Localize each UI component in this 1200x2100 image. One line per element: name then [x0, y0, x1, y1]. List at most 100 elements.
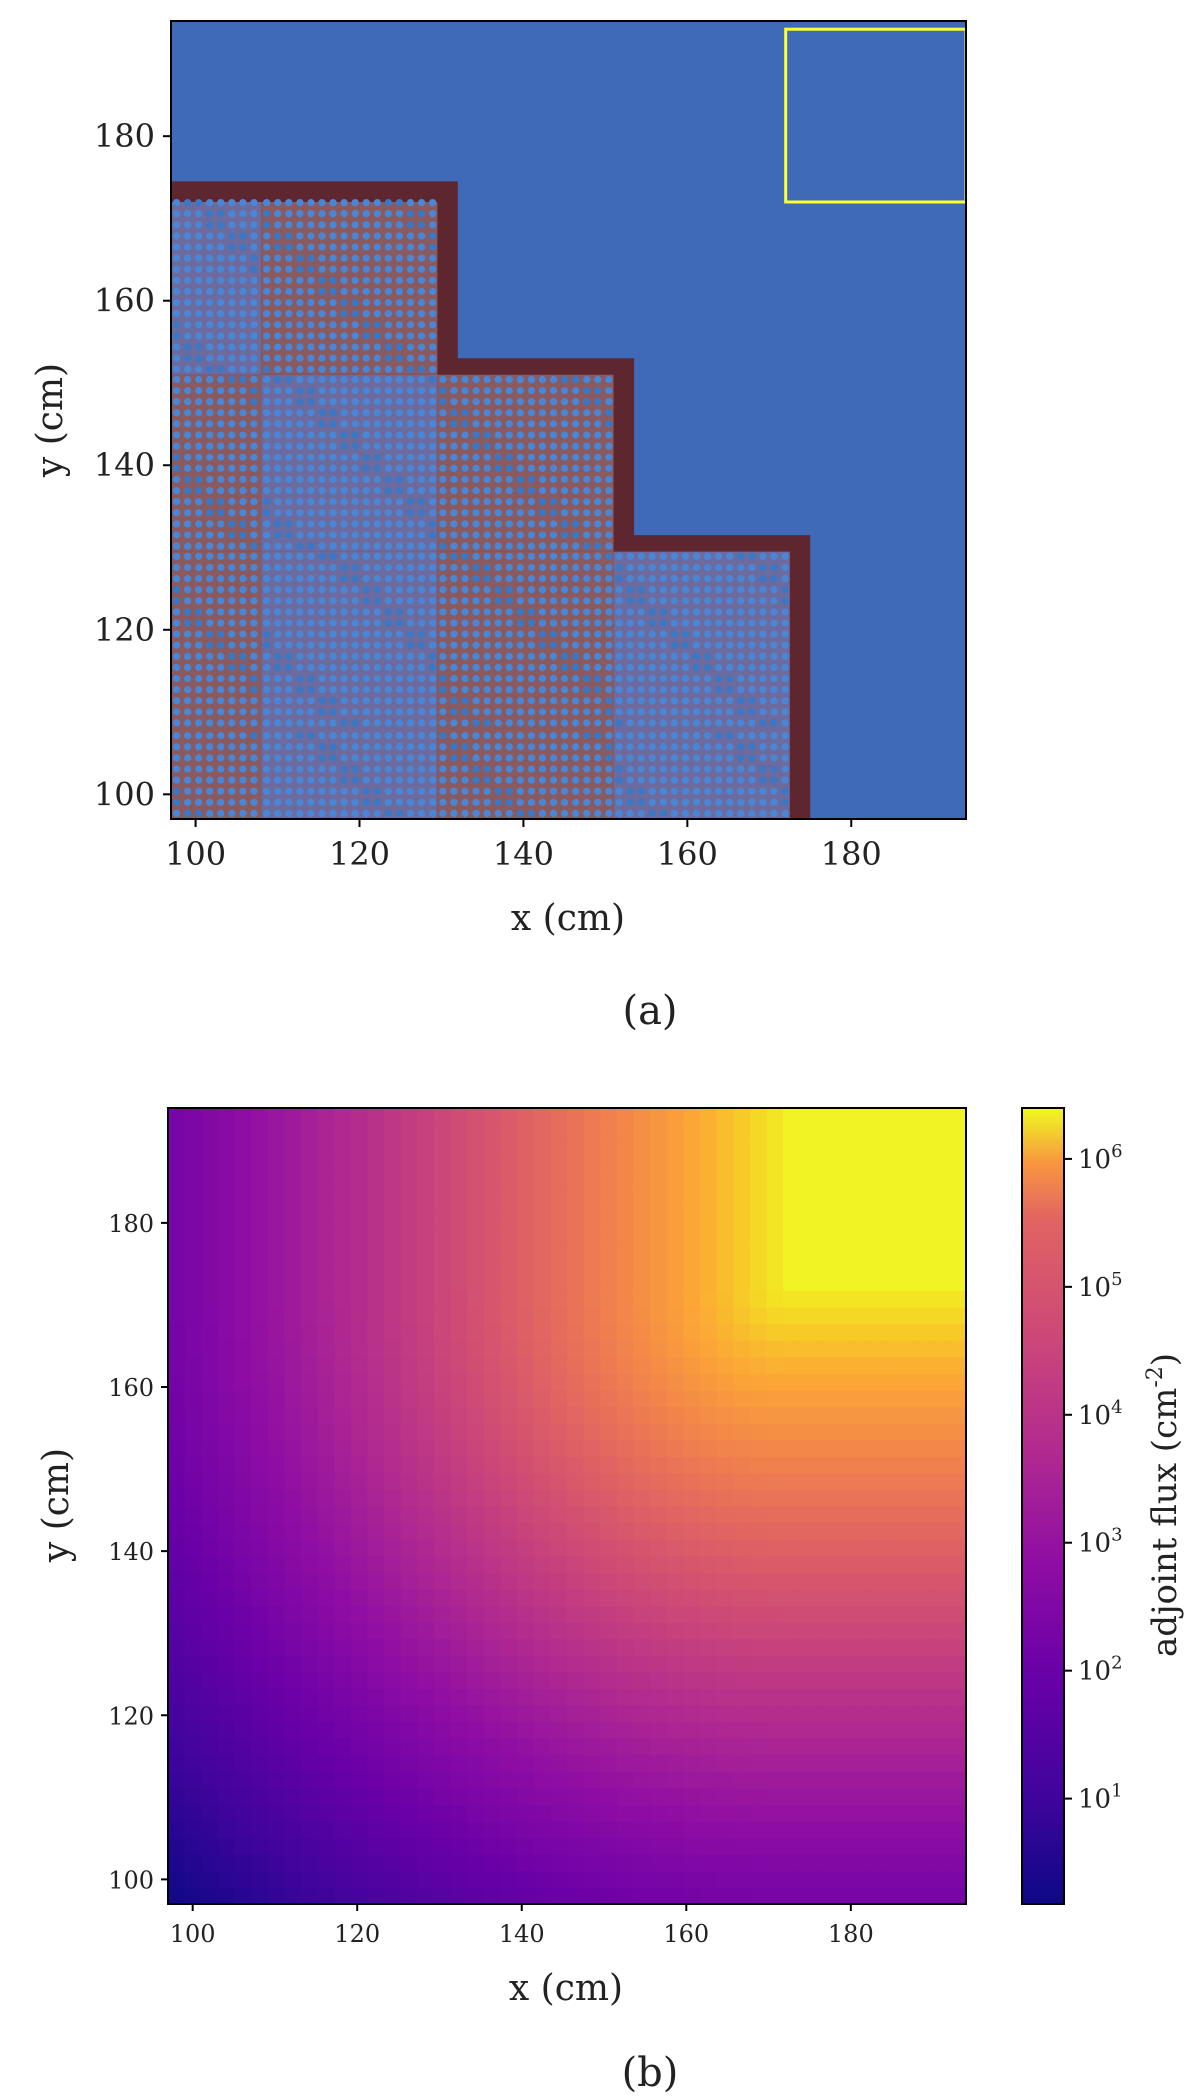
heatmap-cell [284, 1705, 302, 1723]
fuel-pin [406, 210, 415, 218]
heatmap-cell [766, 1307, 784, 1325]
heatmap-cell [616, 1522, 635, 1540]
heatmap-cell [201, 1771, 219, 1789]
fuel-pin [172, 464, 181, 472]
heatmap-cell [234, 1754, 252, 1772]
fuel-pin [406, 409, 415, 417]
fuel-pin [274, 732, 282, 740]
fuel-pin [172, 608, 181, 616]
heatmap-cell [733, 1705, 751, 1723]
heatmap-cell [400, 1721, 418, 1739]
heatmap-cell [500, 1174, 518, 1192]
fuel-pin [560, 708, 569, 716]
fuel-pin [726, 743, 734, 751]
heatmap-cell [284, 1738, 302, 1756]
fuel-pin [549, 375, 558, 384]
heatmap-cell [749, 1307, 768, 1325]
fuel-pin [195, 198, 203, 207]
fuel-pin [362, 586, 370, 594]
heatmap-cell [450, 1754, 468, 1772]
fuel-pin [472, 732, 480, 740]
fuel-pin [516, 743, 525, 751]
heatmap-cell [317, 1887, 335, 1904]
fuel-pin [296, 520, 304, 528]
fuel-pin [626, 563, 634, 572]
fuel-pin [395, 509, 404, 517]
heatmap-cell [467, 1688, 485, 1706]
fuel-pin [307, 232, 315, 240]
fuel-pin [417, 597, 426, 605]
heatmap-cell [716, 1141, 734, 1159]
fuel-pin [505, 608, 513, 616]
heatmap-cell [417, 1124, 435, 1142]
heatmap-cell [267, 1837, 285, 1855]
heatmap-cell [567, 1605, 585, 1623]
fuel-pin [195, 663, 203, 672]
heatmap-cell [550, 1754, 568, 1772]
heatmap-cell [733, 1373, 751, 1391]
fuel-pin [206, 574, 214, 583]
fuel-pin [429, 552, 437, 561]
fuel-pin [340, 509, 348, 517]
heatmap-cell [766, 1190, 784, 1209]
heatmap-cell [783, 1423, 801, 1441]
fuel-pin [461, 754, 469, 762]
heatmap-cell [799, 1257, 817, 1275]
fuel-pin [439, 630, 447, 638]
heatmap-cell [517, 1572, 535, 1590]
fuel-pin [572, 398, 580, 406]
heatmap-cell [184, 1870, 202, 1889]
fuel-pin [263, 531, 271, 539]
fuel-pin [340, 697, 348, 705]
heatmap-cell [500, 1224, 518, 1242]
heatmap-cell [833, 1821, 851, 1839]
heatmap-cell [949, 1671, 966, 1690]
fuel-pin [217, 420, 225, 428]
fuel-pin [351, 563, 359, 572]
fuel-pin [472, 442, 480, 450]
fuel-pin [340, 809, 348, 818]
heatmap-cell [700, 1124, 718, 1142]
fuel-pin [527, 453, 536, 461]
heatmap-cell [400, 1622, 418, 1640]
heatmap-cell [600, 1522, 618, 1540]
heatmap-cell [517, 1588, 535, 1607]
heatmap-cell [567, 1539, 585, 1557]
fuel-pin [417, 243, 426, 251]
fuel-pin [527, 743, 536, 751]
fuel-pin [417, 431, 426, 439]
heatmap-cell [184, 1257, 202, 1275]
fuel-pin [307, 243, 315, 251]
fuel-pin [395, 542, 404, 550]
fuel-pin [483, 597, 491, 605]
fuel-pin [417, 743, 426, 751]
heatmap-cell [932, 1887, 950, 1904]
fuel-pin [285, 287, 293, 296]
heatmap-cell [317, 1804, 335, 1822]
fuel-pin [417, 310, 426, 318]
fuel-pin [605, 630, 613, 638]
fuel-pin [329, 685, 337, 694]
fuel-pin [417, 298, 426, 307]
fuel-pin [395, 520, 404, 528]
heatmap-cell [700, 1854, 718, 1872]
fuel-pin [439, 652, 447, 660]
heatmap-cell [267, 1804, 285, 1822]
heatmap-cell [600, 1356, 618, 1374]
heatmap-cell [267, 1638, 285, 1656]
heatmap-cell [583, 1207, 601, 1225]
heatmap-cell [384, 1439, 402, 1457]
heatmap-cell [350, 1506, 369, 1524]
fuel-pin [681, 663, 690, 672]
fuel-pin [439, 798, 447, 806]
heatmap-cell [384, 1638, 402, 1656]
fuel-pin [250, 232, 258, 240]
fuel-pin [417, 798, 426, 806]
fuel-pin [307, 287, 315, 296]
heatmap-cell [184, 1389, 202, 1408]
fuel-pin [483, 375, 491, 384]
fuel-pin [483, 641, 491, 649]
fuel-pin [450, 453, 458, 461]
fuel-pin [285, 332, 293, 340]
heatmap-cell [500, 1821, 518, 1839]
